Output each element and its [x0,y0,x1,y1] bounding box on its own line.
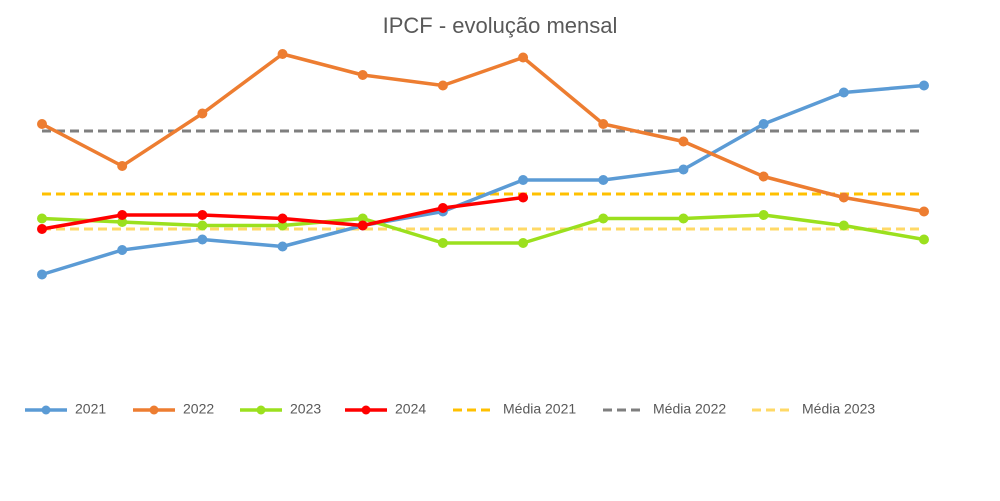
legend-label: Média 2023 [802,401,875,417]
legend-marker [361,405,371,415]
point [838,87,849,98]
point [277,49,288,59]
point [678,213,689,224]
point [357,220,368,231]
point [838,192,849,203]
point [919,234,929,245]
point [197,108,208,119]
point [117,161,128,171]
point [678,164,689,175]
point [117,210,128,220]
point [437,80,448,91]
point [277,213,288,224]
chart-title: IPCF - evolução mensal [383,13,618,38]
legend-marker [256,405,266,415]
series-line [41,83,925,277]
legend-label: 2022 [183,401,214,417]
point [678,136,689,147]
point [37,119,47,129]
point [758,171,769,182]
point [838,220,849,231]
point [197,220,208,231]
point [357,70,368,80]
point [437,238,448,248]
legend-marker [149,405,159,415]
legend-marker [41,405,51,415]
point [197,210,208,220]
point [518,192,529,203]
point [37,224,47,234]
point [518,238,529,248]
point [598,175,609,185]
point [598,213,609,224]
series-line [41,213,925,245]
point [758,119,769,129]
point [277,241,288,252]
point [919,206,929,217]
legend-label: 2023 [290,401,321,417]
point [598,119,609,129]
point [758,210,769,220]
point [518,175,529,185]
point [117,245,128,255]
point [437,203,448,213]
series-line [41,52,925,214]
legend-label: Média 2022 [653,401,726,417]
point [37,269,47,280]
legend-label: 2021 [75,401,106,417]
point [37,213,47,224]
point [197,234,208,245]
legend-label: 2024 [395,401,426,417]
legend-label: Média 2021 [503,401,576,417]
point [518,52,529,63]
point [919,80,929,91]
